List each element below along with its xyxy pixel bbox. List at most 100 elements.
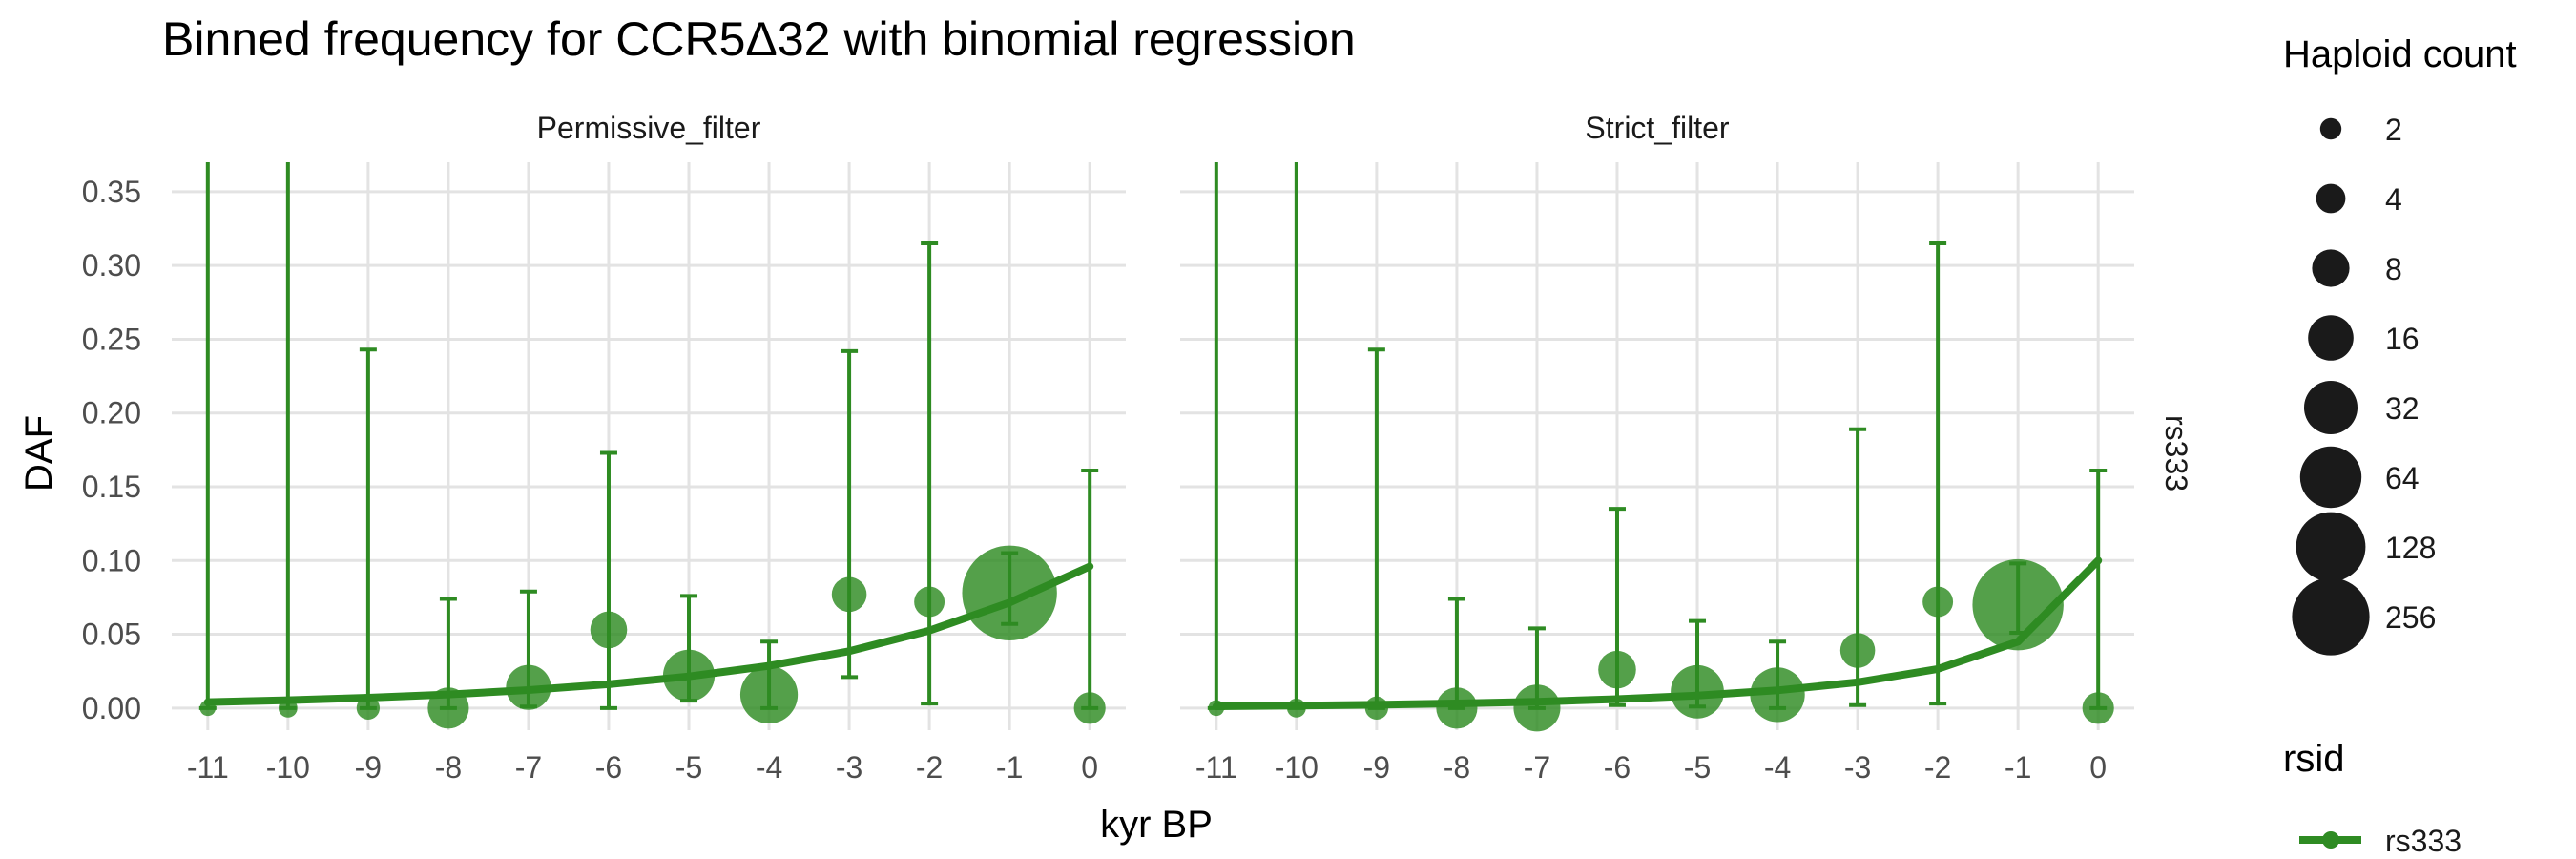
error-bar bbox=[1081, 469, 1099, 710]
panels: Permissive_filter-11 -10 -9 -8 -7 -6 -5 -4 -3 -2-… bbox=[82, 111, 2134, 785]
x-tick-label: -1 bbox=[2005, 750, 2031, 785]
legend-size-label: 16 bbox=[2385, 322, 2420, 356]
data-point bbox=[1073, 692, 1106, 724]
panel-permissive-filter: Permissive_filter-11 -10 -9 -8 -7 -6 -5 -4 -3 -2-… bbox=[82, 111, 1126, 785]
data-point bbox=[1208, 700, 1225, 717]
legend: Haploid count 2 4 8 16 32 64 128 256 rsid rs333 bbox=[2283, 33, 2517, 858]
x-tick-label: -5 bbox=[1684, 750, 1711, 785]
y-tick-label: 0.15 bbox=[82, 470, 141, 504]
data-point bbox=[1839, 633, 1876, 668]
legend-color-label: rs333 bbox=[2385, 824, 2462, 858]
chart-title: Binned frequency for CCR5Δ32 with binomi… bbox=[162, 12, 1356, 66]
data-point bbox=[1972, 558, 2064, 651]
data-point bbox=[2082, 692, 2114, 724]
y-tick-label: 0.30 bbox=[82, 248, 141, 283]
y-tick-label: 0.25 bbox=[82, 322, 141, 356]
facet-strip-label: Strict_filter bbox=[1585, 111, 1729, 145]
data-point bbox=[739, 665, 799, 724]
x-tick-label: -11 bbox=[1195, 750, 1237, 785]
legend-color-title: rsid bbox=[2283, 738, 2344, 780]
error-bar bbox=[599, 450, 617, 710]
data-point bbox=[427, 687, 469, 729]
legend-size-key bbox=[2304, 381, 2358, 434]
y-tick-label: 0.00 bbox=[82, 691, 141, 725]
legend-size-label: 32 bbox=[2385, 391, 2420, 426]
legend-size-label: 8 bbox=[2385, 252, 2402, 286]
legend-size-key bbox=[2292, 577, 2370, 656]
legend-size-key bbox=[2319, 117, 2342, 140]
regression-line bbox=[1212, 556, 2103, 710]
legend-size-label: 4 bbox=[2385, 182, 2402, 217]
legend-size-key bbox=[2308, 315, 2354, 361]
regression-line bbox=[203, 562, 1094, 706]
error-bar bbox=[2089, 469, 2108, 710]
data-point bbox=[1922, 586, 1954, 618]
data-point bbox=[662, 649, 716, 702]
data-point bbox=[278, 698, 298, 718]
data-point bbox=[199, 700, 217, 717]
x-axis-title: kyr BP bbox=[1100, 804, 1213, 846]
x-tick-label: -6 bbox=[1604, 750, 1631, 785]
data-point bbox=[831, 576, 867, 613]
facet-strip-label: Permissive_filter bbox=[537, 111, 761, 145]
x-tick-label: -3 bbox=[1844, 750, 1871, 785]
data-point bbox=[962, 545, 1057, 640]
data-point bbox=[506, 664, 551, 710]
x-tick-label: -10 bbox=[266, 750, 310, 785]
x-tick-label: -7 bbox=[1524, 750, 1550, 785]
data-point bbox=[1286, 698, 1306, 718]
legend-size-label: 256 bbox=[2385, 600, 2436, 635]
x-tick-label: -5 bbox=[675, 750, 702, 785]
legend-size-key bbox=[2296, 512, 2366, 582]
axis-titles: kyr BP DAF rs333 bbox=[18, 415, 2193, 846]
y-tick-label: 0.10 bbox=[82, 543, 141, 577]
size-legend: 2 4 8 16 32 64 128 256 bbox=[2292, 113, 2436, 656]
data-point bbox=[1750, 667, 1805, 723]
data-point bbox=[914, 586, 945, 618]
x-tick-label: -10 bbox=[1275, 750, 1319, 785]
x-tick-label: -6 bbox=[595, 750, 622, 785]
x-tick-label: -1 bbox=[996, 750, 1023, 785]
legend-size-label: 128 bbox=[2385, 531, 2436, 565]
legend-size-label: 64 bbox=[2385, 461, 2420, 495]
facet-row-label: rs333 bbox=[2159, 415, 2193, 492]
x-tick-label: -4 bbox=[756, 750, 782, 785]
legend-size-key bbox=[2316, 183, 2346, 214]
data-point bbox=[1436, 687, 1478, 729]
data-point bbox=[590, 611, 628, 649]
x-tick-label: -2 bbox=[916, 750, 943, 785]
y-tick-label: 0.05 bbox=[82, 618, 141, 652]
legend-size-label: 2 bbox=[2385, 113, 2402, 147]
error-bar bbox=[1929, 241, 1947, 706]
x-tick-label: -3 bbox=[836, 750, 862, 785]
legend-size-key bbox=[2299, 446, 2362, 509]
y-axis-title: DAF bbox=[18, 415, 60, 492]
data-point bbox=[356, 696, 381, 720]
data-point bbox=[1598, 650, 1636, 689]
data-point bbox=[1671, 664, 1724, 719]
error-bar bbox=[279, 162, 297, 710]
x-tick-label: -7 bbox=[515, 750, 542, 785]
x-tick-label: -9 bbox=[355, 750, 382, 785]
error-bar bbox=[1287, 162, 1305, 710]
error-bar bbox=[841, 348, 859, 680]
legend-size-title: Haploid count bbox=[2283, 33, 2517, 75]
x-tick-label: -11 bbox=[187, 750, 229, 785]
color-legend: rs333 bbox=[2299, 824, 2462, 858]
y-tick-label: 0.35 bbox=[82, 175, 141, 209]
x-tick-label: -8 bbox=[1444, 750, 1470, 785]
x-tick-label: 0 bbox=[1081, 750, 1098, 785]
data-point bbox=[1513, 684, 1561, 732]
legend-color-key bbox=[2299, 831, 2361, 849]
error-bar bbox=[1207, 162, 1225, 710]
error-bar bbox=[198, 162, 217, 710]
x-tick-label: -9 bbox=[1363, 750, 1390, 785]
data-point bbox=[1364, 696, 1389, 720]
error-bar bbox=[1367, 347, 1385, 710]
x-tick-label: -2 bbox=[1924, 750, 1951, 785]
x-tick-label: -4 bbox=[1764, 750, 1791, 785]
error-bar bbox=[359, 347, 377, 710]
x-tick-label: 0 bbox=[2089, 750, 2107, 785]
x-tick-label: -8 bbox=[435, 750, 462, 785]
